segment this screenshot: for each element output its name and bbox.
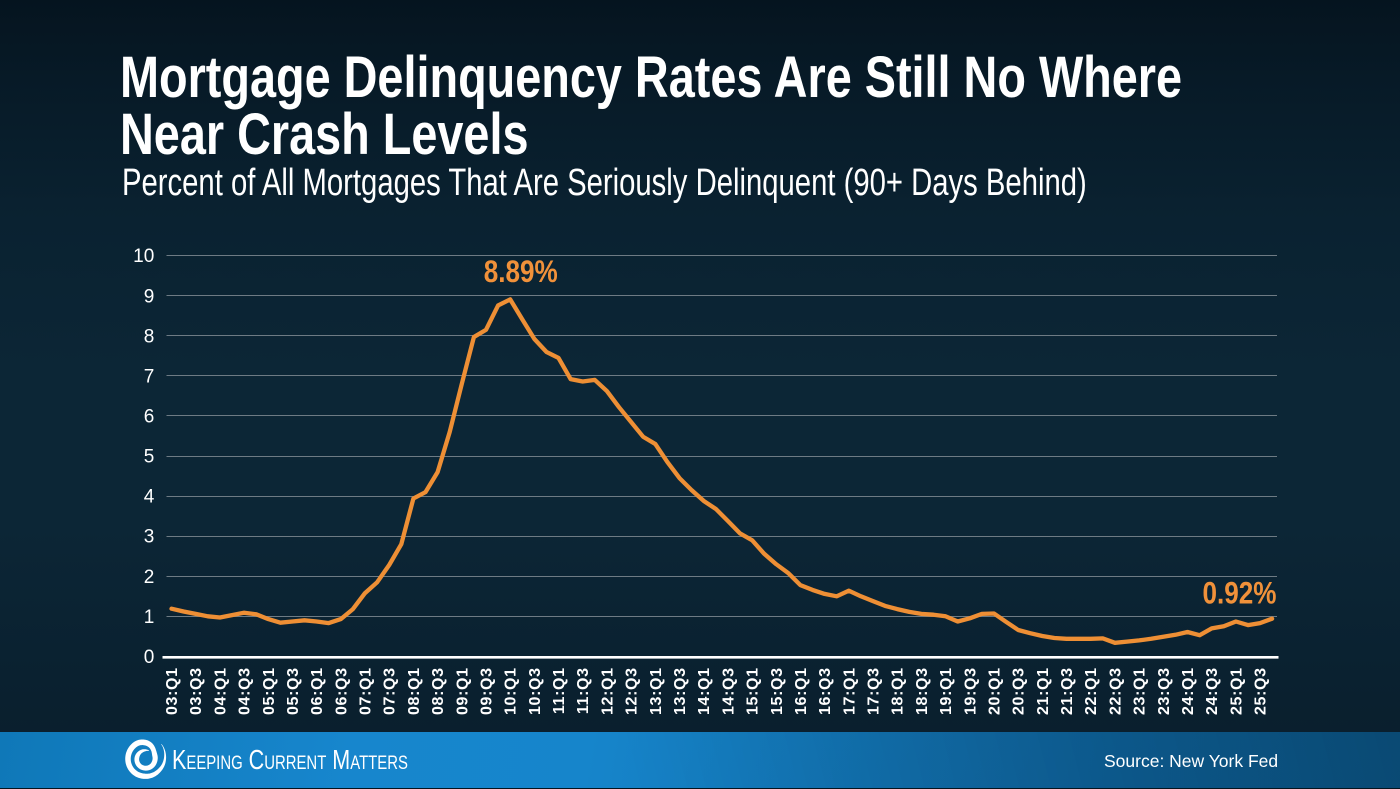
svg-text:04:Q1: 04:Q1 <box>212 667 229 715</box>
svg-text:06:Q1: 06:Q1 <box>309 667 326 715</box>
svg-text:0: 0 <box>144 647 155 668</box>
svg-text:23:Q1: 23:Q1 <box>1132 667 1149 715</box>
svg-text:24:Q3: 24:Q3 <box>1204 667 1221 715</box>
svg-text:3: 3 <box>144 527 155 548</box>
svg-text:6: 6 <box>144 407 155 428</box>
svg-text:15:Q3: 15:Q3 <box>769 667 786 715</box>
svg-text:07:Q1: 07:Q1 <box>358 667 375 715</box>
svg-text:03:Q3: 03:Q3 <box>188 667 205 715</box>
svg-text:10: 10 <box>133 246 154 267</box>
svg-text:16:Q3: 16:Q3 <box>817 667 834 715</box>
svg-text:14:Q3: 14:Q3 <box>720 667 737 715</box>
svg-text:04:Q3: 04:Q3 <box>237 667 254 715</box>
svg-text:10:Q3: 10:Q3 <box>527 667 544 715</box>
svg-text:22:Q3: 22:Q3 <box>1107 667 1124 715</box>
svg-text:19:Q3: 19:Q3 <box>962 667 979 715</box>
svg-text:20:Q3: 20:Q3 <box>1011 667 1028 715</box>
svg-text:13:Q1: 13:Q1 <box>648 667 665 715</box>
svg-text:05:Q3: 05:Q3 <box>285 667 302 715</box>
svg-text:20:Q1: 20:Q1 <box>987 667 1004 715</box>
svg-text:25:Q1: 25:Q1 <box>1228 667 1245 715</box>
svg-text:15:Q1: 15:Q1 <box>745 667 762 715</box>
svg-text:0.92%: 0.92% <box>1203 575 1277 611</box>
svg-text:07:Q3: 07:Q3 <box>382 667 399 715</box>
svg-text:1: 1 <box>144 607 155 628</box>
svg-text:11:Q1: 11:Q1 <box>551 667 568 714</box>
svg-text:21:Q3: 21:Q3 <box>1059 667 1076 715</box>
svg-text:06:Q3: 06:Q3 <box>333 667 350 715</box>
svg-text:05:Q1: 05:Q1 <box>261 667 278 715</box>
svg-text:2: 2 <box>144 567 155 588</box>
svg-text:23:Q3: 23:Q3 <box>1156 667 1173 715</box>
svg-text:11:Q3: 11:Q3 <box>575 667 592 714</box>
svg-text:25:Q3: 25:Q3 <box>1253 667 1270 715</box>
svg-text:14:Q1: 14:Q1 <box>696 667 713 715</box>
svg-text:12:Q3: 12:Q3 <box>624 667 641 715</box>
svg-text:08:Q1: 08:Q1 <box>406 667 423 715</box>
svg-text:16:Q1: 16:Q1 <box>793 667 810 715</box>
svg-text:17:Q1: 17:Q1 <box>841 667 858 715</box>
svg-text:24:Q1: 24:Q1 <box>1180 667 1197 715</box>
svg-text:8: 8 <box>144 326 155 347</box>
svg-text:19:Q1: 19:Q1 <box>938 667 955 715</box>
svg-text:13:Q3: 13:Q3 <box>672 667 689 715</box>
svg-text:8.89%: 8.89% <box>484 253 558 289</box>
svg-text:22:Q1: 22:Q1 <box>1083 667 1100 715</box>
svg-text:10:Q1: 10:Q1 <box>503 667 520 715</box>
svg-text:08:Q3: 08:Q3 <box>430 667 447 715</box>
svg-text:09:Q3: 09:Q3 <box>479 667 496 715</box>
svg-text:12:Q1: 12:Q1 <box>599 667 616 715</box>
svg-text:5: 5 <box>144 447 155 468</box>
svg-text:4: 4 <box>144 487 155 508</box>
svg-text:03:Q1: 03:Q1 <box>164 667 181 715</box>
svg-text:9: 9 <box>144 286 155 307</box>
svg-text:18:Q1: 18:Q1 <box>890 667 907 715</box>
svg-text:18:Q3: 18:Q3 <box>914 667 931 715</box>
svg-text:7: 7 <box>144 366 155 387</box>
svg-text:09:Q1: 09:Q1 <box>454 667 471 715</box>
svg-text:17:Q3: 17:Q3 <box>866 667 883 715</box>
svg-text:21:Q1: 21:Q1 <box>1035 667 1052 715</box>
